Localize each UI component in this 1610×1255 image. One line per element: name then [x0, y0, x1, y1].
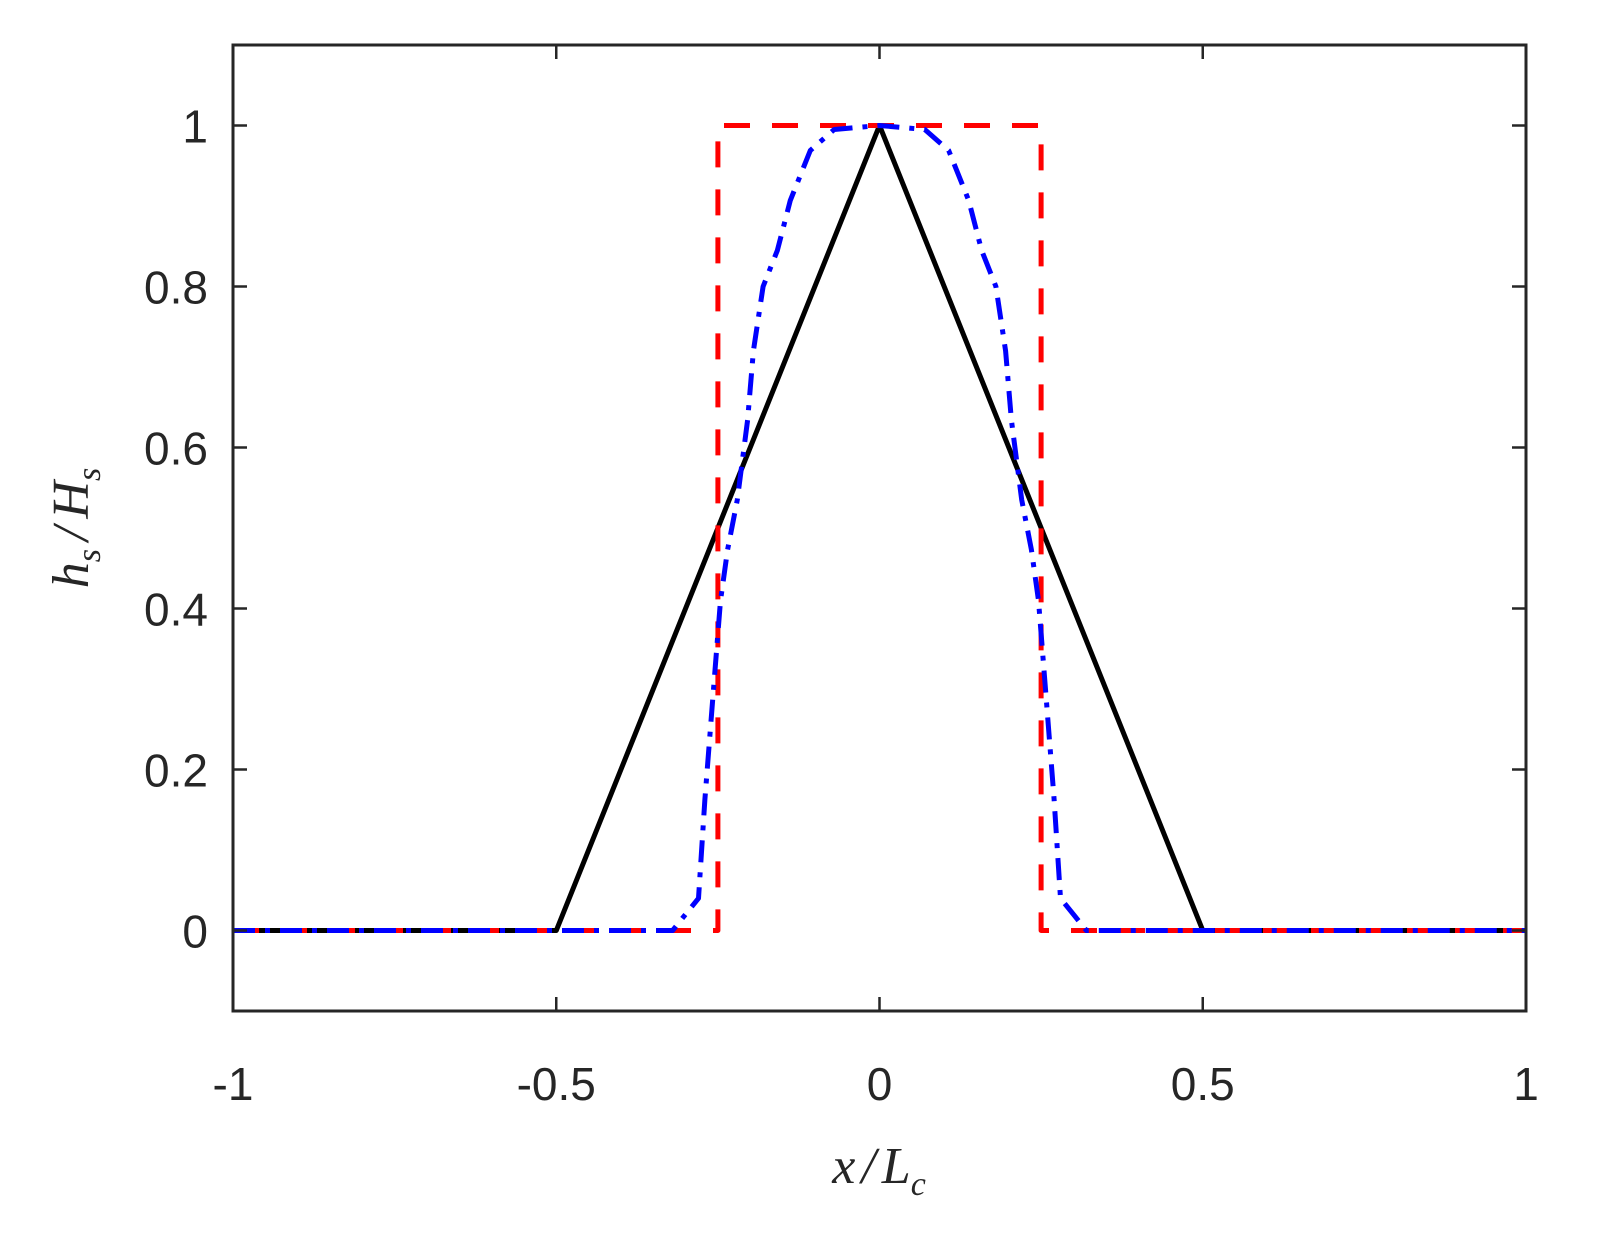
y-tick-label: 0.6: [144, 423, 208, 475]
series-smoothed: [233, 123, 1526, 933]
y-tick-label: 1: [182, 101, 208, 153]
plot-box: [231, 43, 1528, 1013]
y-tick-label: 0.8: [144, 262, 208, 314]
x-tick-label: 0.5: [1171, 1058, 1235, 1110]
axis-ticks: [231, 45, 1528, 1011]
y-tick-label: 0.2: [144, 745, 208, 797]
x-tick-label: 0: [867, 1058, 893, 1110]
y-axis-label: hs/Hs: [43, 468, 108, 588]
y-tick-labels: 0 0.2 0.4 0.6 0.8 1: [144, 101, 208, 958]
x-tick-labels: -1 -0.5 0 0.5 1: [213, 1058, 1539, 1110]
y-tick-label: 0: [182, 906, 208, 958]
series-triangle: [233, 123, 1526, 933]
x-axis-label: x / Lc: [831, 1138, 926, 1203]
series-rectangle: [233, 123, 1526, 933]
y-tick-label: 0.4: [144, 584, 208, 636]
x-tick-label: -1: [213, 1058, 254, 1110]
x-tick-label: -0.5: [517, 1058, 596, 1110]
x-tick-label: 1: [1513, 1058, 1539, 1110]
plot-series: [233, 123, 1526, 933]
